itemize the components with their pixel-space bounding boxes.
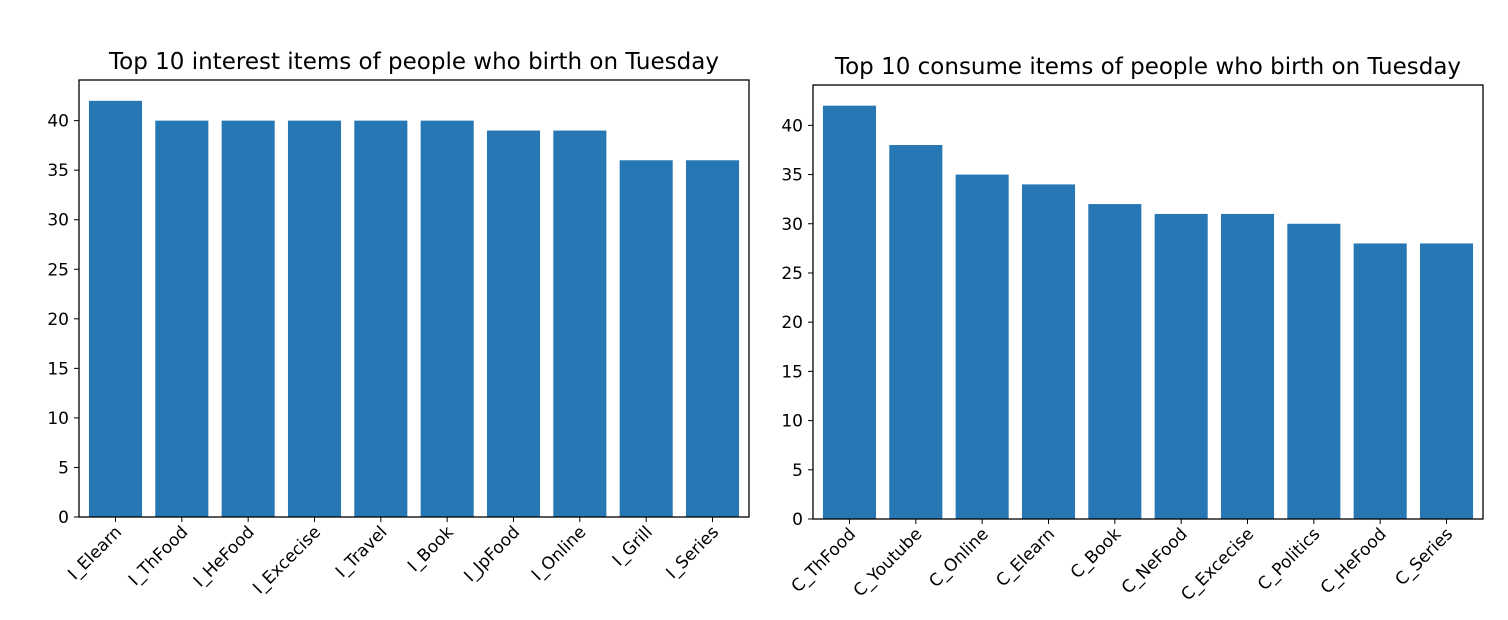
x-tick-label: I_Book — [404, 522, 458, 576]
bar-I_HeFood — [221, 120, 275, 518]
y-axis: 0 5 10 15 20 25 30 35 40 — [47, 112, 79, 528]
bar-C_HeFood — [1353, 243, 1407, 519]
bar-I_ThFood — [155, 120, 209, 518]
x-tick-label: I_Excecise — [249, 522, 325, 598]
y-tick-label: 0 — [58, 508, 69, 528]
bar-I_Series — [685, 160, 740, 517]
consume-chart: Top 10 consume items of people who birth… — [781, 54, 1484, 605]
x-tick-label: I_JpFood — [460, 522, 524, 586]
bar-C_Excecise — [1220, 213, 1275, 519]
bars — [822, 105, 1474, 520]
x-tick-label: I_Online — [528, 522, 590, 584]
y-tick-label: 15 — [781, 362, 803, 382]
y-tick-label: 20 — [781, 313, 803, 333]
bar-C_Book — [1088, 204, 1142, 520]
interest-chart: Top 10 interest items of people who birt… — [47, 49, 750, 598]
y-tick-label: 30 — [781, 215, 803, 235]
bar-C_Youtube — [889, 145, 943, 520]
y-tick-label: 25 — [781, 264, 803, 284]
x-tick-label: C_Politics — [1254, 524, 1324, 594]
chart-title: Top 10 consume items of people who birth… — [834, 54, 1461, 80]
x-tick-label: I_Elearn — [64, 522, 126, 584]
x-tick-label: C_Elearn — [992, 524, 1059, 591]
x-tick-label: C_ThFood — [788, 524, 860, 596]
y-tick-label: 10 — [781, 412, 803, 432]
x-tick-label: I_HeFood — [190, 522, 259, 591]
plot-frame — [78, 79, 750, 518]
y-tick-label: 30 — [47, 211, 69, 231]
chart-title: Top 10 interest items of people who birt… — [108, 49, 719, 75]
x-tick-label: I_ThFood — [125, 522, 192, 589]
bar-C_Politics — [1287, 223, 1341, 519]
x-tick-label: I_Grill — [609, 522, 657, 570]
bar-C_Online — [955, 174, 1009, 520]
bar-C_Elearn — [1021, 184, 1076, 519]
bar-I_Grill — [619, 160, 673, 517]
bar-C_Series — [1419, 243, 1474, 519]
y-tick-label: 40 — [47, 112, 69, 132]
bar-I_Elearn — [88, 100, 143, 518]
bar-I_JpFood — [486, 130, 541, 517]
x-tick-label: I_Series — [662, 522, 723, 583]
y-tick-label: 40 — [781, 116, 803, 136]
x-tick-label: C_Series — [1392, 524, 1458, 590]
bar-I_Online — [553, 130, 607, 517]
x-tick-label: I_Travel — [332, 522, 391, 581]
y-tick-label: 25 — [47, 260, 69, 280]
bar-C_ThFood — [822, 105, 877, 520]
plot-frame — [812, 84, 1484, 520]
y-tick-label: 35 — [781, 166, 803, 186]
bar-I_Excecise — [287, 120, 342, 518]
bar-I_Book — [420, 120, 474, 518]
bar-C_NeFood — [1154, 213, 1208, 519]
y-tick-label: 0 — [792, 510, 803, 530]
y-axis: 0 5 10 15 20 25 30 35 40 — [781, 116, 813, 530]
x-tick-label: C_Online — [925, 524, 992, 591]
bar-I_Travel — [354, 120, 408, 518]
y-tick-label: 5 — [792, 461, 803, 481]
y-tick-label: 20 — [47, 310, 69, 330]
y-tick-label: 5 — [58, 458, 69, 478]
x-tick-label: C_HeFood — [1317, 524, 1391, 598]
bars — [88, 100, 740, 518]
x-tick-label: C_Youtube — [850, 524, 927, 601]
x-tick-label: C_Book — [1067, 524, 1126, 583]
y-tick-label: 35 — [47, 161, 69, 181]
y-tick-label: 10 — [47, 409, 69, 429]
y-tick-label: 15 — [47, 359, 69, 379]
